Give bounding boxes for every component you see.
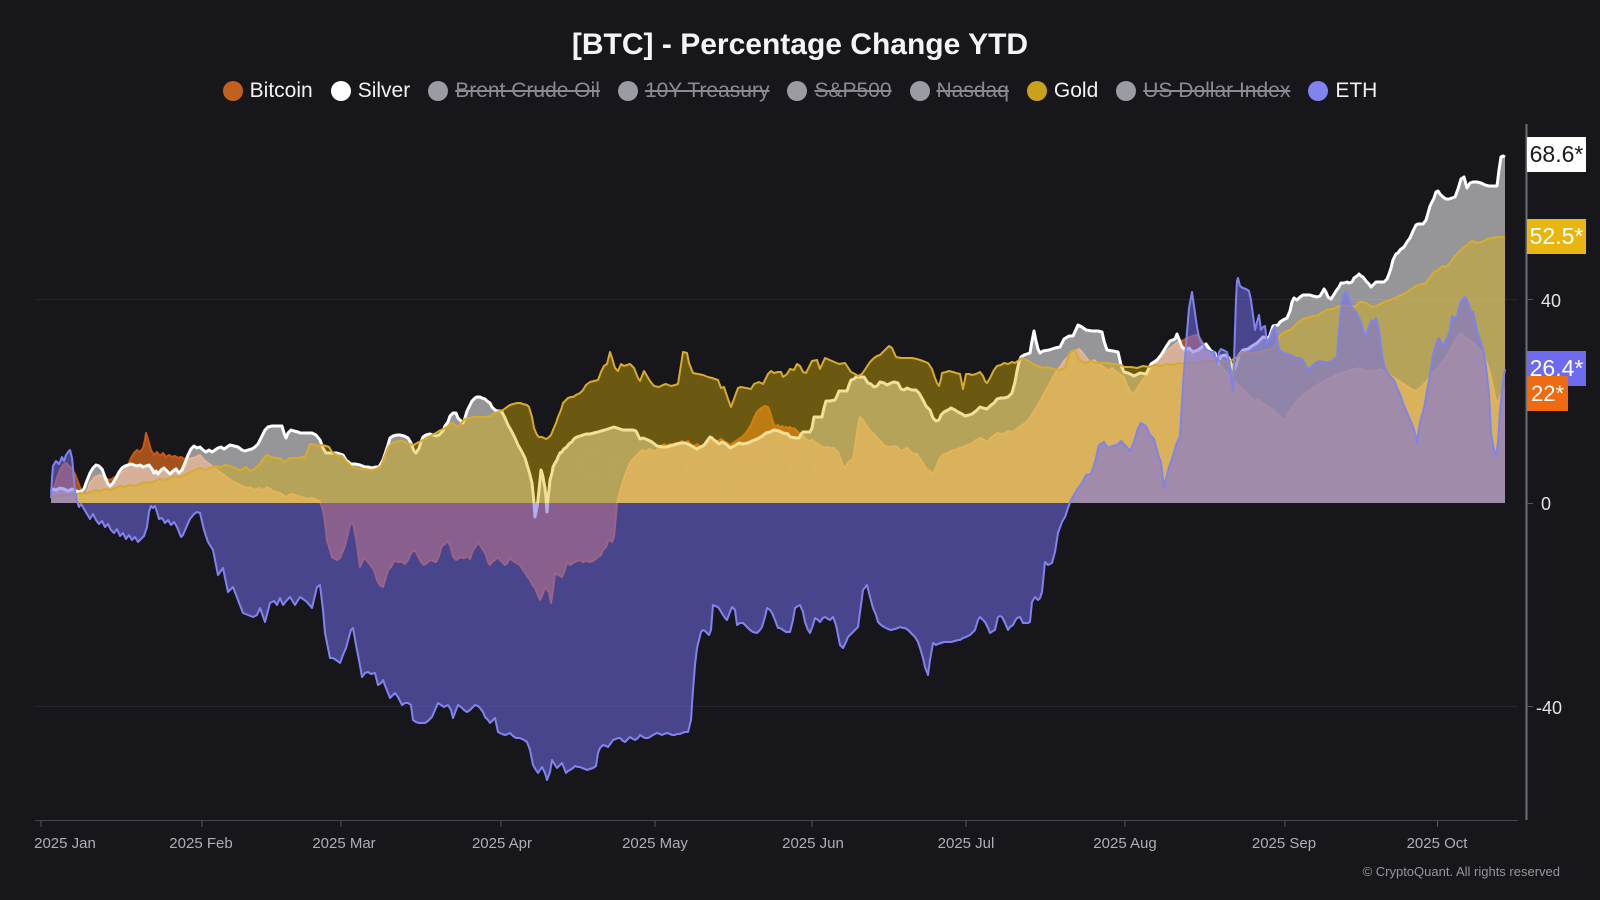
svg-text:CryptoQuant: CryptoQuant [578,443,822,487]
